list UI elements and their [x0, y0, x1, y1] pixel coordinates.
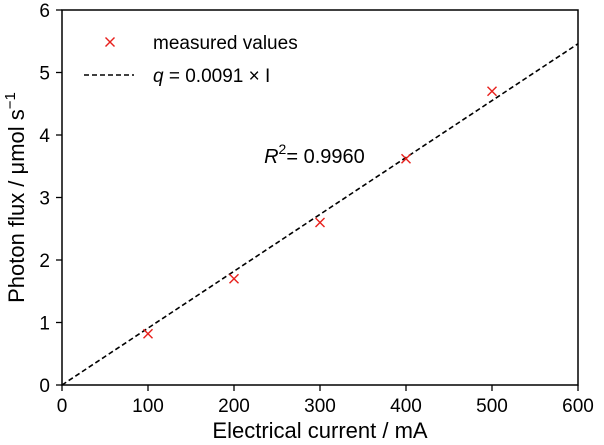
x-tick-label-4: 400	[390, 396, 422, 417]
y-tick-label-3: 3	[39, 189, 50, 210]
x-axis-label: Electrical current / mA	[212, 418, 427, 443]
y-axis-label: Photon flux / μmol s−1	[2, 92, 29, 303]
data-point-3	[401, 153, 411, 164]
y-tick-label-0: 0	[39, 376, 50, 397]
y-axis-label-exponent: −1	[2, 92, 19, 109]
legend-label-fit: q = 0.0091 × I	[153, 66, 270, 87]
legend-label-fit-equation: = 0.0091 × I	[164, 66, 271, 87]
r-squared-variable: R	[264, 146, 278, 168]
r-squared-annotation: R2= 0.9960	[264, 141, 365, 168]
legend-label-measured: measured values	[153, 33, 298, 54]
data-point-0	[143, 328, 153, 339]
plot-frame	[61, 9, 579, 386]
y-axis-label-main: Photon flux / μmol s	[4, 109, 29, 303]
data-points-layer	[143, 86, 497, 339]
data-point-4	[487, 86, 497, 97]
r-squared-exponent: 2	[279, 141, 287, 157]
x-tick-label-0: 0	[57, 396, 68, 417]
y-tick-label-4: 4	[39, 126, 50, 147]
x-tick-label-1: 100	[132, 396, 164, 417]
x-tick-label-3: 300	[304, 396, 336, 417]
data-point-1	[229, 273, 239, 284]
fit-line	[61, 43, 579, 386]
x-tick-label-6: 600	[562, 396, 594, 417]
axis-ticks: 0 100 200 300 400 500 600 0 1 2 3 4 5 6	[39, 1, 593, 417]
y-tick-label-5: 5	[39, 64, 50, 85]
legend-label-fit-variable: q	[153, 66, 164, 87]
legend-marker-measured	[105, 37, 115, 47]
y-tick-label-6: 6	[39, 1, 50, 22]
x-tick-label-2: 200	[218, 396, 250, 417]
fit-line-layer	[61, 43, 579, 386]
r-squared-value: = 0.9960	[286, 146, 364, 168]
y-tick-label-1: 1	[39, 314, 50, 335]
x-tick-label-5: 500	[476, 396, 508, 417]
y-tick-label-2: 2	[39, 251, 50, 272]
legend: measured values q = 0.0091 × I	[84, 33, 298, 87]
data-point-2	[315, 217, 325, 228]
